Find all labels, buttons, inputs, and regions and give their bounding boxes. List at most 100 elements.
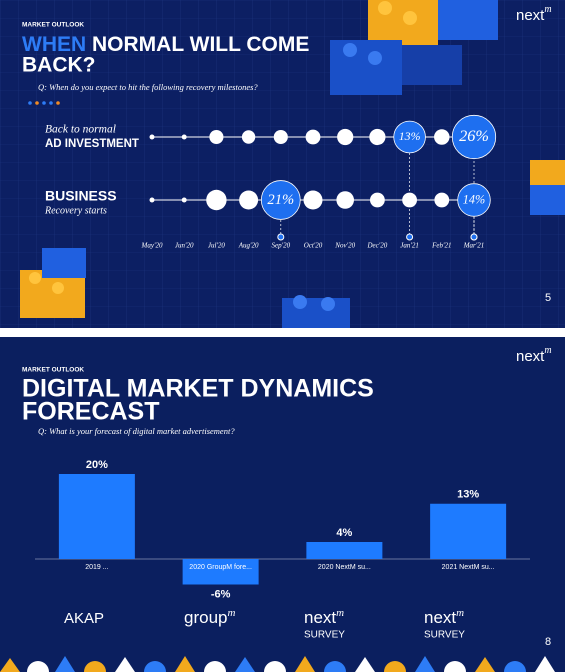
- month-dot: [181, 197, 187, 203]
- month-dot: [181, 134, 187, 140]
- logo-sup: m: [227, 607, 235, 619]
- bubble-label: 26%: [459, 127, 489, 145]
- bubble: [273, 129, 288, 145]
- bubble: [305, 129, 321, 145]
- logo-text: next: [424, 608, 456, 627]
- bubble-label: 8%: [341, 196, 351, 204]
- x-tick-label: May'20: [141, 242, 163, 250]
- partner-logo: AKAP: [64, 610, 104, 627]
- bubble: [209, 129, 224, 145]
- x-tick-label: Nov'20: [334, 242, 355, 250]
- partner-logo: nextm: [304, 607, 344, 628]
- x-tick-label: Jul'20: [208, 242, 226, 250]
- bubble-label: 4%: [373, 196, 383, 204]
- brand-logo: nextm: [516, 4, 552, 24]
- row-label: Back to normal: [45, 124, 116, 136]
- x-tick-label: Jan'21: [400, 242, 419, 250]
- bubble: [393, 120, 426, 154]
- row-label: Recovery starts: [44, 205, 107, 216]
- bubble: [451, 114, 497, 160]
- bar: [182, 559, 259, 585]
- axis-marker: [277, 233, 285, 241]
- bottom-decoration: [0, 656, 555, 672]
- bar: [306, 542, 383, 559]
- slide-title-line: BACK?: [22, 54, 96, 77]
- bubble: [402, 192, 417, 208]
- kicker: MARKET OUTLOOK: [22, 367, 84, 374]
- logo-sub: SURVEY: [304, 630, 345, 641]
- value-label: 4%: [336, 527, 352, 539]
- bubble-label: 3%: [275, 133, 286, 141]
- logo-text: group: [184, 608, 227, 627]
- question: Q: When do you expect to hit the followi…: [38, 82, 258, 92]
- slide-title-line: FORECAST: [22, 398, 160, 426]
- bubble-label: 4%: [437, 196, 447, 204]
- slide-title: WHEN NORMAL WILL COME: [22, 33, 309, 56]
- row-label-bold: BUSINESS: [45, 188, 117, 204]
- logo-sub: SURVEY: [424, 630, 465, 641]
- bar-chart: 2019 ... 20% 2020 GroupM fore... -6% 2020 Ne…: [35, 459, 530, 600]
- x-tick-label: Aug'20: [238, 242, 259, 250]
- bubble-label: 12%: [210, 196, 223, 204]
- page-number: 5: [545, 292, 551, 304]
- page-number: 8: [545, 636, 551, 648]
- kicker: MARKET OUTLOOK: [22, 22, 84, 29]
- bubble: [260, 180, 301, 220]
- timeline-chart: May'20 Jun'20 Jul'20 Aug'20 Sep'20 Oct'20 Nov'…: [44, 114, 497, 250]
- bubble-label: 21%: [267, 192, 294, 208]
- bubble: [434, 129, 450, 145]
- bubble-label: 2%: [244, 133, 254, 141]
- logo-sup: m: [456, 607, 464, 619]
- bubble-label: 14%: [463, 192, 485, 206]
- logo-sup: m: [336, 607, 344, 619]
- bubble: [457, 183, 491, 217]
- bubble: [337, 128, 354, 146]
- x-tick-label: Sep'20: [271, 242, 290, 250]
- bubble: [241, 130, 256, 144]
- x-tick-label: 2021 NextM su...: [442, 564, 495, 571]
- bubble-label: 6%: [373, 133, 383, 141]
- bubble: [303, 190, 323, 210]
- question: Q: What is your forecast of digital mark…: [38, 426, 235, 436]
- value-label: 20%: [86, 459, 108, 471]
- bubble: [206, 189, 227, 211]
- bubble: [369, 128, 386, 146]
- separator: [0, 328, 565, 337]
- partner-logo: nextm: [424, 607, 464, 628]
- x-tick-label: Mar'21: [463, 242, 485, 250]
- bubble: [370, 192, 385, 208]
- x-tick-label: Feb'21: [431, 242, 451, 250]
- row-label-bold: AD INVESTMENT: [45, 138, 139, 150]
- x-tick-label: Jun'20: [175, 242, 194, 250]
- bar: [430, 503, 507, 559]
- x-tick-label: Oct'20: [304, 242, 323, 250]
- bubble-label: 10%: [242, 196, 255, 204]
- month-dot: [149, 197, 155, 203]
- bubble-label: 3%: [211, 133, 222, 141]
- bar: [58, 474, 135, 559]
- x-tick-label: 2019 ...: [85, 564, 108, 571]
- x-tick-label: Dec'20: [367, 242, 388, 250]
- bubble: [434, 192, 450, 208]
- month-dot: [149, 134, 155, 140]
- grid-pattern: [0, 0, 565, 328]
- bubble-label: 5%: [437, 133, 447, 141]
- bubble-label: 4%: [405, 196, 415, 204]
- slide-title: DIGITAL MARKET DYNAMICS: [22, 375, 374, 403]
- bubble-label: 4%: [308, 133, 318, 141]
- value-label: 13%: [457, 489, 479, 501]
- brand-logo: nextm: [516, 345, 552, 365]
- x-tick-label: 2020 NextM su...: [318, 564, 371, 571]
- bubble-label: 13%: [399, 129, 421, 143]
- x-tick-label: 2020 GroupM fore...: [189, 564, 252, 571]
- partner-logo: groupm: [184, 607, 235, 628]
- logo-text: next: [304, 608, 336, 627]
- lego-decoration: [20, 0, 565, 328]
- logo-text: AKAP: [64, 610, 104, 627]
- value-label: -6%: [211, 588, 231, 600]
- bubble: [239, 190, 259, 210]
- axis-marker: [470, 233, 478, 241]
- bubble-label: 10%: [307, 196, 320, 204]
